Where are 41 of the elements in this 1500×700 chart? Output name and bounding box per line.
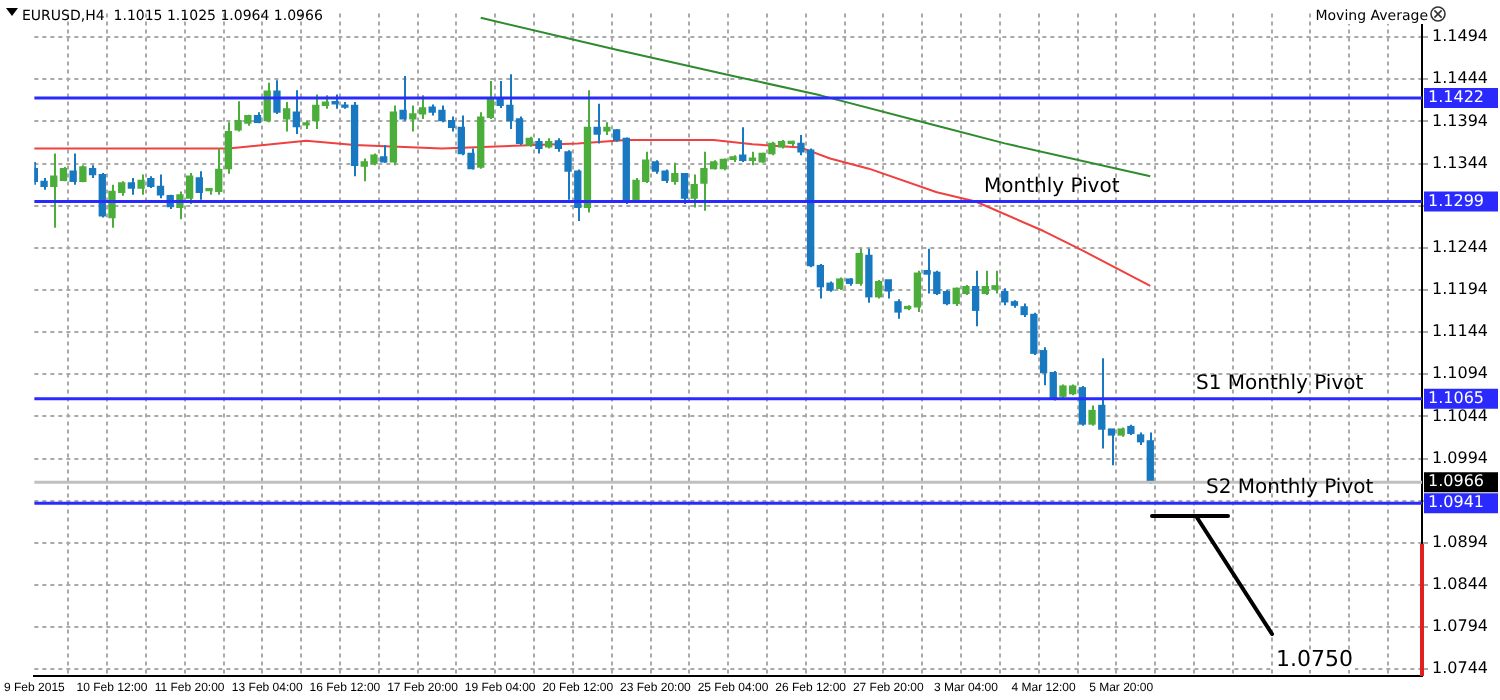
ref-line-label: 1.1422 — [1428, 88, 1484, 107]
y-tick-label: 1.1144 — [1432, 322, 1488, 341]
candlestick — [69, 152, 77, 186]
candlestick — [671, 161, 679, 186]
y-tick-label: 1.1344 — [1432, 153, 1488, 172]
y-tick-label: 1.1494 — [1432, 27, 1488, 46]
candlestick — [137, 173, 145, 196]
ref-line-label: 1.1065 — [1428, 388, 1484, 407]
annotation: Monthly Pivot — [984, 175, 1120, 198]
annotation: S2 Monthly Pivot — [1206, 477, 1374, 500]
y-tick-label: 1.1044 — [1432, 406, 1488, 425]
candlestick — [865, 247, 873, 304]
candlestick — [292, 89, 301, 136]
candlestick — [1088, 404, 1096, 427]
candlestick — [874, 278, 883, 300]
y-tick-label: 1.0894 — [1432, 533, 1488, 551]
candlestick — [283, 101, 291, 133]
ref-line-label: 1.1299 — [1428, 191, 1484, 210]
candlestick — [894, 298, 902, 320]
candlestick — [224, 121, 233, 175]
y-tick-label: 1.1244 — [1432, 238, 1488, 257]
y-tick-label: 1.0744 — [1432, 659, 1488, 678]
candlestick — [399, 74, 407, 122]
y-tick-label: 1.0794 — [1432, 617, 1488, 636]
candlestick — [593, 102, 601, 145]
y-tick-label: 1.1094 — [1432, 364, 1488, 383]
y-tick-label: 1.1444 — [1432, 69, 1488, 88]
candlestick — [273, 79, 281, 115]
candlestick — [690, 173, 698, 209]
candlestick — [855, 247, 863, 287]
y-tick-label: 1.0844 — [1432, 575, 1488, 594]
ref-line-label: 1.0941 — [1428, 493, 1484, 512]
annotation: S1 Monthly Pivot — [1196, 372, 1364, 395]
candlestick — [884, 278, 892, 300]
candlestick — [971, 269, 980, 328]
candlestick — [195, 170, 203, 201]
y-tick-label: 1.0994 — [1432, 448, 1488, 467]
annotation: 1.0750 — [1276, 646, 1353, 672]
ref-line-label: 1.0966 — [1428, 472, 1484, 491]
y-tick-label: 1.1394 — [1432, 111, 1488, 130]
y-tick-label: 1.1194 — [1432, 280, 1488, 299]
